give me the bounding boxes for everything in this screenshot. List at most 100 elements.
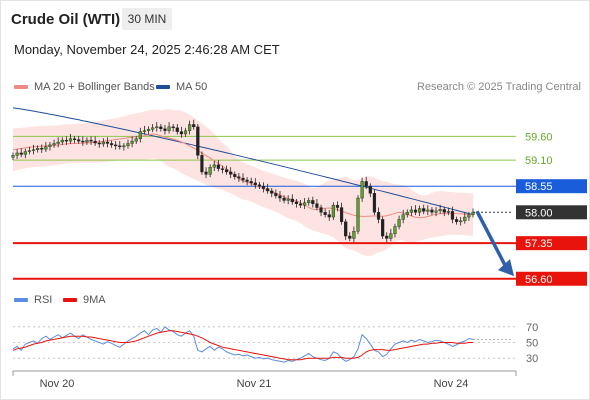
- candle-body: [430, 209, 434, 213]
- candle-body: [298, 203, 303, 206]
- candle-body: [89, 139, 93, 142]
- candle: [36, 145, 40, 153]
- candle-body: [294, 201, 298, 204]
- timeframe-button[interactable]: 30 MIN: [122, 8, 172, 30]
- candle-body: [471, 212, 475, 215]
- level-label: 57.35: [525, 238, 553, 250]
- candle: [270, 188, 274, 198]
- level-label: 56.60: [525, 274, 553, 286]
- candle-body: [138, 131, 142, 139]
- candle: [183, 127, 188, 137]
- candle-body: [19, 152, 23, 155]
- candle-body: [183, 130, 188, 135]
- level-tag-support: [516, 271, 587, 286]
- candle: [434, 207, 438, 217]
- candle: [335, 201, 340, 212]
- candle-body: [179, 131, 183, 135]
- candle-body: [389, 233, 393, 239]
- candle: [48, 142, 52, 151]
- candle: [261, 182, 266, 193]
- candle: [331, 202, 335, 220]
- candle: [450, 206, 455, 224]
- candle: [85, 137, 89, 145]
- candle: [68, 133, 73, 144]
- candle: [229, 167, 233, 179]
- candle-body: [381, 219, 385, 237]
- candle: [109, 140, 114, 148]
- candle: [426, 205, 430, 216]
- candle-body: [418, 208, 422, 213]
- candle-body: [393, 226, 397, 234]
- ma50-line: [12, 107, 474, 216]
- candle: [97, 140, 101, 148]
- candle: [298, 199, 303, 209]
- candle-body: [257, 184, 262, 187]
- candle: [200, 151, 204, 175]
- candle: [175, 124, 179, 135]
- candle-body: [73, 138, 77, 140]
- candle-body: [212, 164, 216, 168]
- candle-body: [397, 219, 401, 227]
- candle: [188, 120, 192, 135]
- instrument-title: Crude Oil (WTI): [11, 11, 121, 28]
- candle: [327, 209, 331, 221]
- candle-body: [101, 141, 105, 145]
- candle: [77, 135, 81, 144]
- candle-body: [319, 207, 323, 213]
- level-label: 59.60: [525, 131, 553, 143]
- candle-body: [426, 209, 430, 212]
- rsi-tick-label: 70: [526, 322, 538, 334]
- candle: [130, 136, 134, 148]
- candle-body: [11, 155, 15, 158]
- candle-body: [422, 208, 426, 212]
- candle-body: [245, 179, 249, 182]
- candle: [81, 136, 85, 146]
- candle: [196, 124, 200, 160]
- legend-rsi-ma: 9MA: [63, 294, 106, 306]
- candle-body: [64, 139, 68, 142]
- candle-body: [237, 176, 241, 179]
- candle: [294, 199, 298, 208]
- candle: [233, 171, 237, 180]
- legend-ma20-label: MA 20 + Bollinger Bands: [34, 81, 155, 93]
- candle: [278, 190, 282, 202]
- candle-body: [204, 171, 208, 175]
- ma20-swatch: [14, 85, 28, 89]
- candle: [389, 228, 393, 242]
- candle: [471, 208, 475, 218]
- ma50-swatch: [156, 85, 170, 89]
- candle-body: [130, 140, 134, 144]
- candle: [405, 209, 409, 218]
- candle: [385, 232, 389, 243]
- candle: [418, 205, 422, 217]
- candle-body: [224, 169, 229, 173]
- candle: [249, 177, 253, 186]
- candle-body: [40, 148, 44, 150]
- candle-body: [171, 126, 175, 129]
- candle: [319, 204, 323, 217]
- candle: [381, 216, 385, 239]
- candle-body: [335, 204, 340, 208]
- candle: [368, 183, 372, 198]
- candle-body: [331, 204, 335, 218]
- candle: [220, 165, 225, 174]
- candle-body: [385, 235, 389, 239]
- candle: [422, 204, 426, 215]
- candle: [60, 137, 64, 145]
- x-tick-label: Nov 20: [40, 378, 75, 390]
- candle-body: [311, 200, 315, 204]
- candle-body: [192, 124, 196, 128]
- candle-body: [368, 185, 372, 194]
- candle: [339, 202, 344, 225]
- rsi-ma-line: [12, 330, 473, 361]
- candle-body: [60, 139, 64, 143]
- candle-body: [270, 190, 274, 194]
- candle-body: [118, 145, 122, 148]
- candle: [122, 142, 126, 151]
- candle: [360, 177, 364, 202]
- candle: [463, 212, 467, 224]
- candle-body: [44, 146, 48, 150]
- candle: [52, 139, 56, 148]
